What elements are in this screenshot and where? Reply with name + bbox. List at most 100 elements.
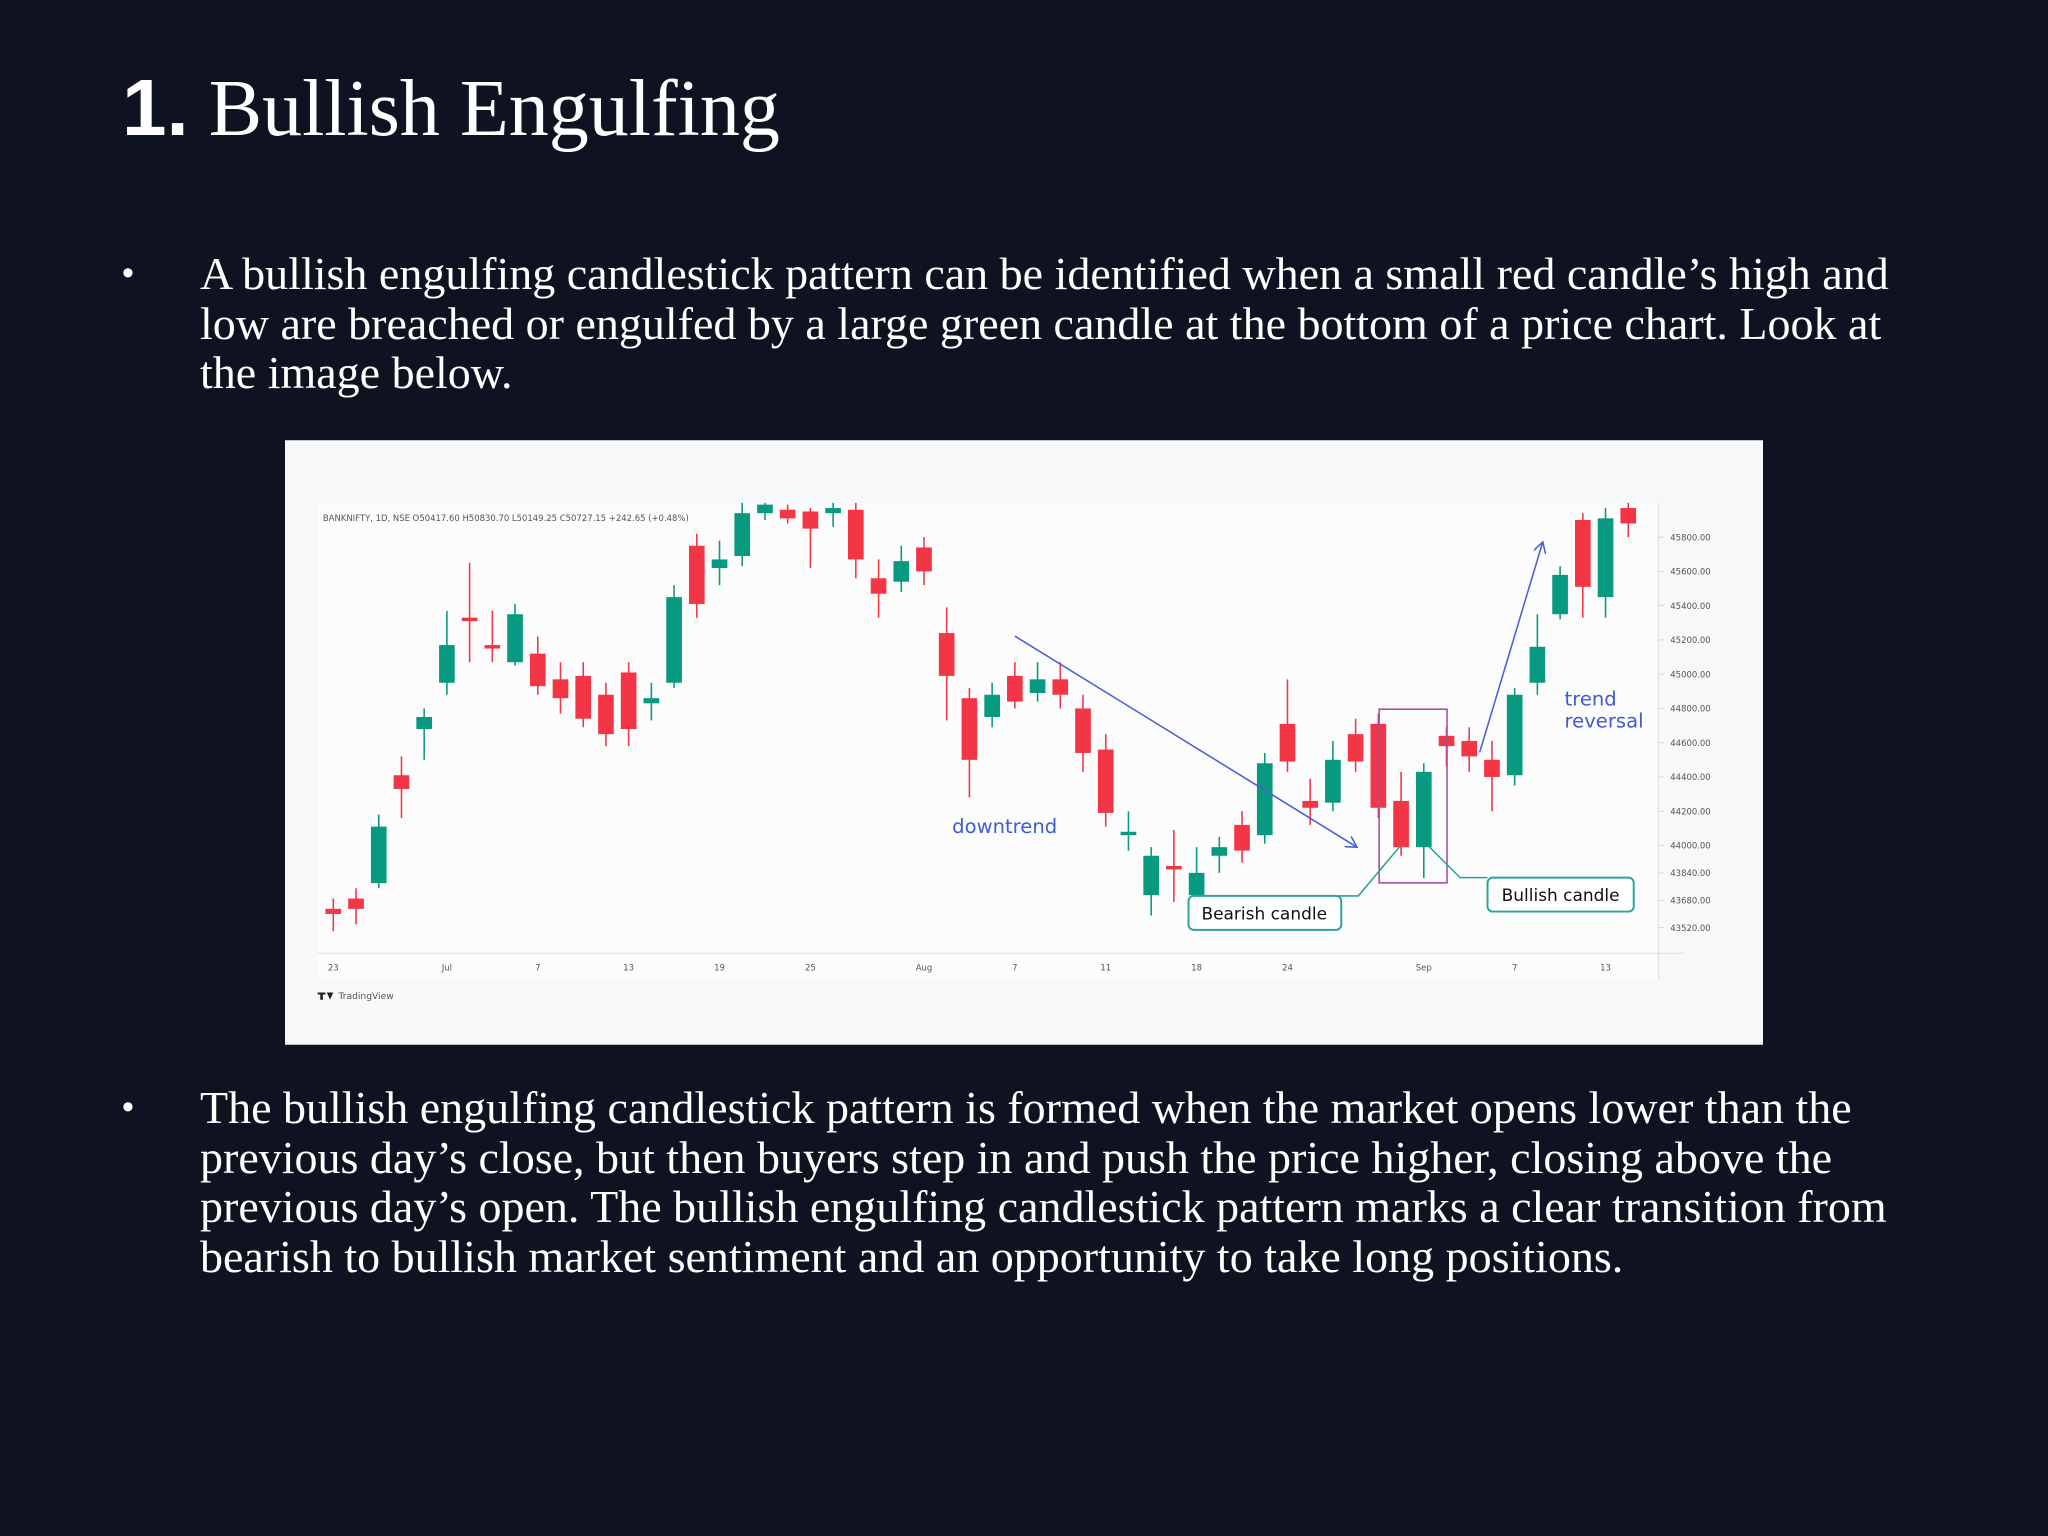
candle-body [1166, 866, 1182, 870]
candle-body [325, 908, 342, 914]
candle-body [1052, 679, 1069, 695]
callout-line [1428, 845, 1488, 879]
candle-body [847, 509, 864, 560]
candle-body [461, 617, 478, 622]
y-tick-label: 44800.00 [1670, 704, 1710, 714]
x-tick-label: 7 [1012, 962, 1017, 972]
y-tick-label: 43680.00 [1670, 896, 1710, 906]
slide-title: 1. Bullish Engulfing [122, 58, 780, 159]
candle-body [575, 675, 592, 719]
candle-body [825, 508, 841, 514]
candle-body [1597, 518, 1614, 598]
candle-body [916, 547, 932, 572]
candle-body [620, 672, 637, 729]
candle-body [1552, 574, 1568, 615]
x-tick-label: 23 [328, 962, 339, 972]
candle-body [1256, 763, 1273, 836]
candle-body [1029, 679, 1046, 694]
x-tick-label: Jul [441, 962, 452, 972]
x-tick-label: 11 [1100, 962, 1111, 972]
candle-body [1143, 855, 1160, 896]
candle-body [711, 559, 728, 568]
candle-body [439, 645, 455, 683]
candle-body [1075, 708, 1091, 753]
candle-body [961, 698, 978, 760]
y-tick-label: 43520.00 [1670, 923, 1710, 933]
candle-body [802, 511, 819, 529]
candle-body [643, 698, 660, 704]
reversal-label: reversal [1565, 709, 1644, 732]
candle-body [1211, 847, 1228, 856]
callout-line [1338, 845, 1401, 897]
downtrend-label: downtrend [952, 815, 1057, 838]
candle-body [1188, 872, 1205, 896]
candle-body [393, 775, 410, 789]
candle-body [348, 898, 364, 909]
candle-body [552, 679, 569, 699]
candle-body [1302, 800, 1319, 808]
candle-body [1097, 749, 1114, 813]
x-tick-label: 18 [1191, 962, 1202, 972]
title-number: 1. [122, 63, 189, 152]
x-tick-label: Aug [916, 962, 933, 972]
downtrend-arrow [1014, 635, 1356, 846]
candle-body [757, 504, 773, 514]
y-tick-label: 43840.00 [1670, 868, 1710, 878]
candle-body [1120, 831, 1137, 836]
candle-body [984, 694, 1000, 718]
candle-body [870, 578, 887, 594]
candle-body [779, 509, 796, 519]
candle-body [1506, 694, 1523, 776]
x-tick-label: 25 [805, 962, 816, 972]
chart-image: BANKNIFTY, 1D, NSE O50417.60 H50830.70 L… [285, 440, 1763, 1045]
bearish-label: Bearish candle [1201, 904, 1327, 924]
candle-body [529, 653, 546, 687]
candle-body [1325, 759, 1341, 803]
candle-body [1484, 759, 1500, 777]
y-tick-label: 44400.00 [1670, 772, 1710, 782]
y-tick-label: 45000.00 [1670, 669, 1710, 679]
candle-body [1415, 771, 1432, 848]
x-tick-label: 7 [1512, 962, 1517, 972]
candle-body [1347, 734, 1364, 762]
candle-body [507, 614, 523, 663]
chart-header: BANKNIFTY, 1D, NSE O50417.60 H50830.70 L… [323, 513, 689, 523]
x-tick-label: 7 [535, 962, 540, 972]
y-tick-label: 45200.00 [1670, 635, 1710, 645]
candle-body [938, 633, 955, 676]
x-tick-label: 24 [1282, 962, 1293, 972]
candle-body [598, 694, 614, 735]
y-tick-label: 44000.00 [1670, 841, 1710, 851]
bullet-dot: • [122, 254, 134, 292]
y-tick-label: 44200.00 [1670, 806, 1710, 816]
candle-body [1574, 520, 1591, 587]
y-tick-label: 45800.00 [1670, 532, 1710, 542]
candle-body [688, 545, 705, 604]
bearish-callout [1187, 894, 1343, 931]
candle-body [370, 826, 387, 884]
x-tick-label: 19 [714, 962, 725, 972]
logo-icon [317, 992, 334, 1000]
candle-body [1234, 824, 1250, 851]
plot-area [317, 502, 1659, 980]
y-tick-label: 45600.00 [1670, 567, 1710, 577]
y-tick-label: 45400.00 [1670, 601, 1710, 611]
candle-body [1393, 800, 1409, 848]
reversal-arrow [1478, 543, 1543, 753]
candle-body [893, 561, 910, 582]
watermark: TradingView [338, 992, 395, 1002]
pattern-box [1378, 708, 1448, 884]
title-text: Bullish Engulfing [208, 65, 780, 153]
x-tick-label: 13 [1600, 962, 1611, 972]
candle-body [666, 597, 682, 683]
candle-body [1620, 508, 1637, 524]
bullish-label: Bullish candle [1502, 886, 1620, 906]
candle-body [1007, 675, 1023, 702]
candle-body [1461, 740, 1478, 757]
bullet-text: A bullish engulfing candlestick pattern … [200, 248, 1889, 398]
candle-body [734, 513, 751, 557]
bullish-callout [1486, 876, 1635, 913]
candle-body [1529, 646, 1546, 683]
candle-body [1279, 723, 1296, 762]
